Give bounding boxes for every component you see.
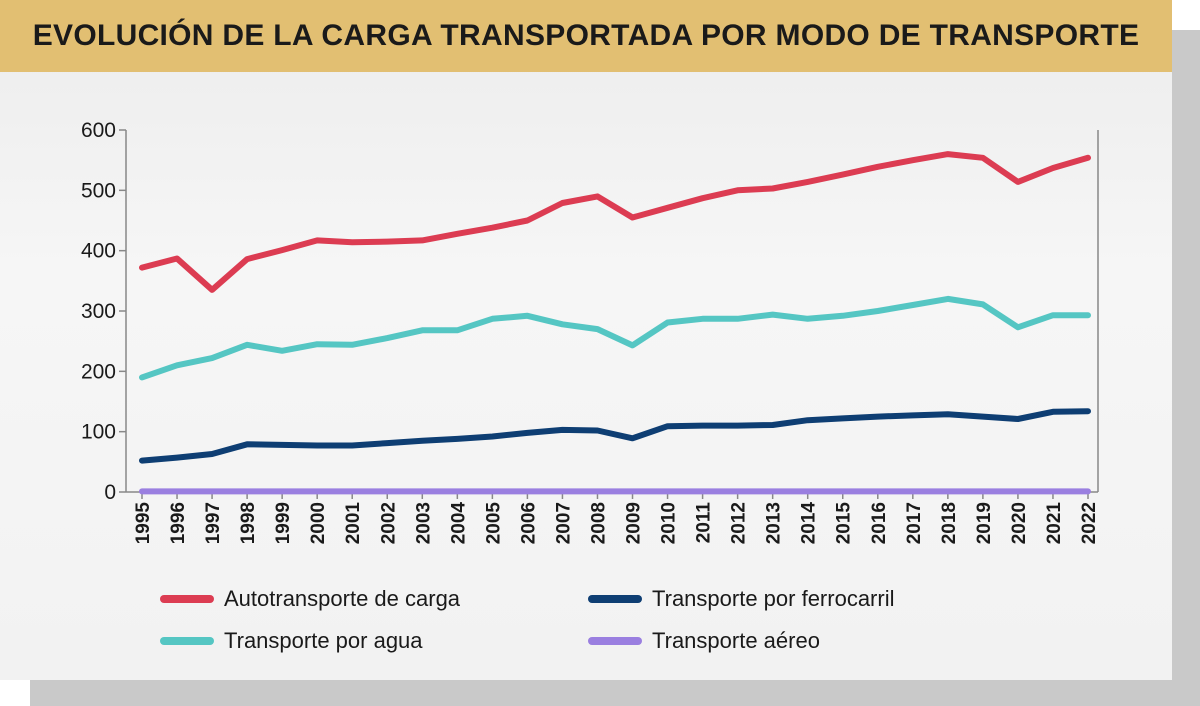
legend-swatch <box>160 637 214 645</box>
x-tick-label: 2003 <box>413 502 434 544</box>
x-tick-label: 2011 <box>694 502 715 544</box>
series-line-1 <box>139 151 1091 293</box>
legend-label: Transporte aéreo <box>652 628 820 653</box>
x-tick-label: 2014 <box>799 502 820 545</box>
x-tick-label: 1995 <box>133 502 154 545</box>
x-tick-label: 2022 <box>1079 502 1100 544</box>
x-tick-label: 1996 <box>168 502 189 544</box>
legend-item: Transporte aéreo <box>588 628 820 654</box>
legend-item: Autotransporte de carga <box>160 586 460 612</box>
x-tick-label: 2010 <box>659 502 680 544</box>
y-tick-label: 0 <box>104 481 116 504</box>
legend-label: Autotransporte de carga <box>224 586 461 611</box>
x-tick-label: 2015 <box>834 502 855 545</box>
x-tick-label: 2018 <box>939 502 960 544</box>
x-tick-label: 2002 <box>378 502 399 544</box>
legend-item: Transporte por ferrocarril <box>588 586 894 612</box>
y-tick-label: 500 <box>81 179 116 202</box>
x-tick-label: 2008 <box>588 502 609 544</box>
x-tick-label: 2016 <box>869 502 890 544</box>
x-tick-label: 2017 <box>904 502 925 544</box>
legend-swatch <box>588 637 642 645</box>
x-tick-label: 1997 <box>203 502 224 544</box>
legend-swatch <box>588 595 642 603</box>
y-tick-label: 200 <box>81 360 116 383</box>
series-line-2 <box>139 408 1091 464</box>
legend-label: Transporte por ferrocarril <box>652 586 895 611</box>
x-tick-label: 2020 <box>1009 502 1030 544</box>
chart-title: EVOLUCIÓN DE LA CARGA TRANSPORTADA POR M… <box>32 19 1140 52</box>
x-tick-label: 1998 <box>238 502 259 544</box>
x-tick-label: 2013 <box>764 502 785 544</box>
y-tick-label: 100 <box>81 421 116 444</box>
series-line-3 <box>139 295 1091 381</box>
x-tick-label: 2019 <box>974 502 995 544</box>
x-tick-label: 1999 <box>273 502 294 544</box>
legend-item: Transporte por agua <box>160 628 423 654</box>
x-tick-label: 2006 <box>518 502 539 544</box>
y-tick-label: 400 <box>81 240 116 263</box>
x-tick-label: 2004 <box>448 502 469 545</box>
x-tick-label: 2001 <box>343 502 364 545</box>
title-banner: EVOLUCIÓN DE LA CARGA TRANSPORTADA POR M… <box>0 0 1172 72</box>
x-tick-label: 2012 <box>729 502 750 544</box>
x-tick-label: 2005 <box>483 502 504 545</box>
x-tick-label: 2021 <box>1044 502 1065 545</box>
legend-label: Transporte por agua <box>224 628 423 653</box>
x-tick-label: 2000 <box>308 502 329 544</box>
chart-card: EVOLUCIÓN DE LA CARGA TRANSPORTADA POR M… <box>0 0 1172 680</box>
x-tick-label: 2007 <box>553 502 574 544</box>
legend-swatch <box>160 595 214 603</box>
y-tick-label: 600 <box>81 119 116 142</box>
y-tick-label: 300 <box>81 300 116 323</box>
x-tick-label: 2009 <box>624 502 645 544</box>
